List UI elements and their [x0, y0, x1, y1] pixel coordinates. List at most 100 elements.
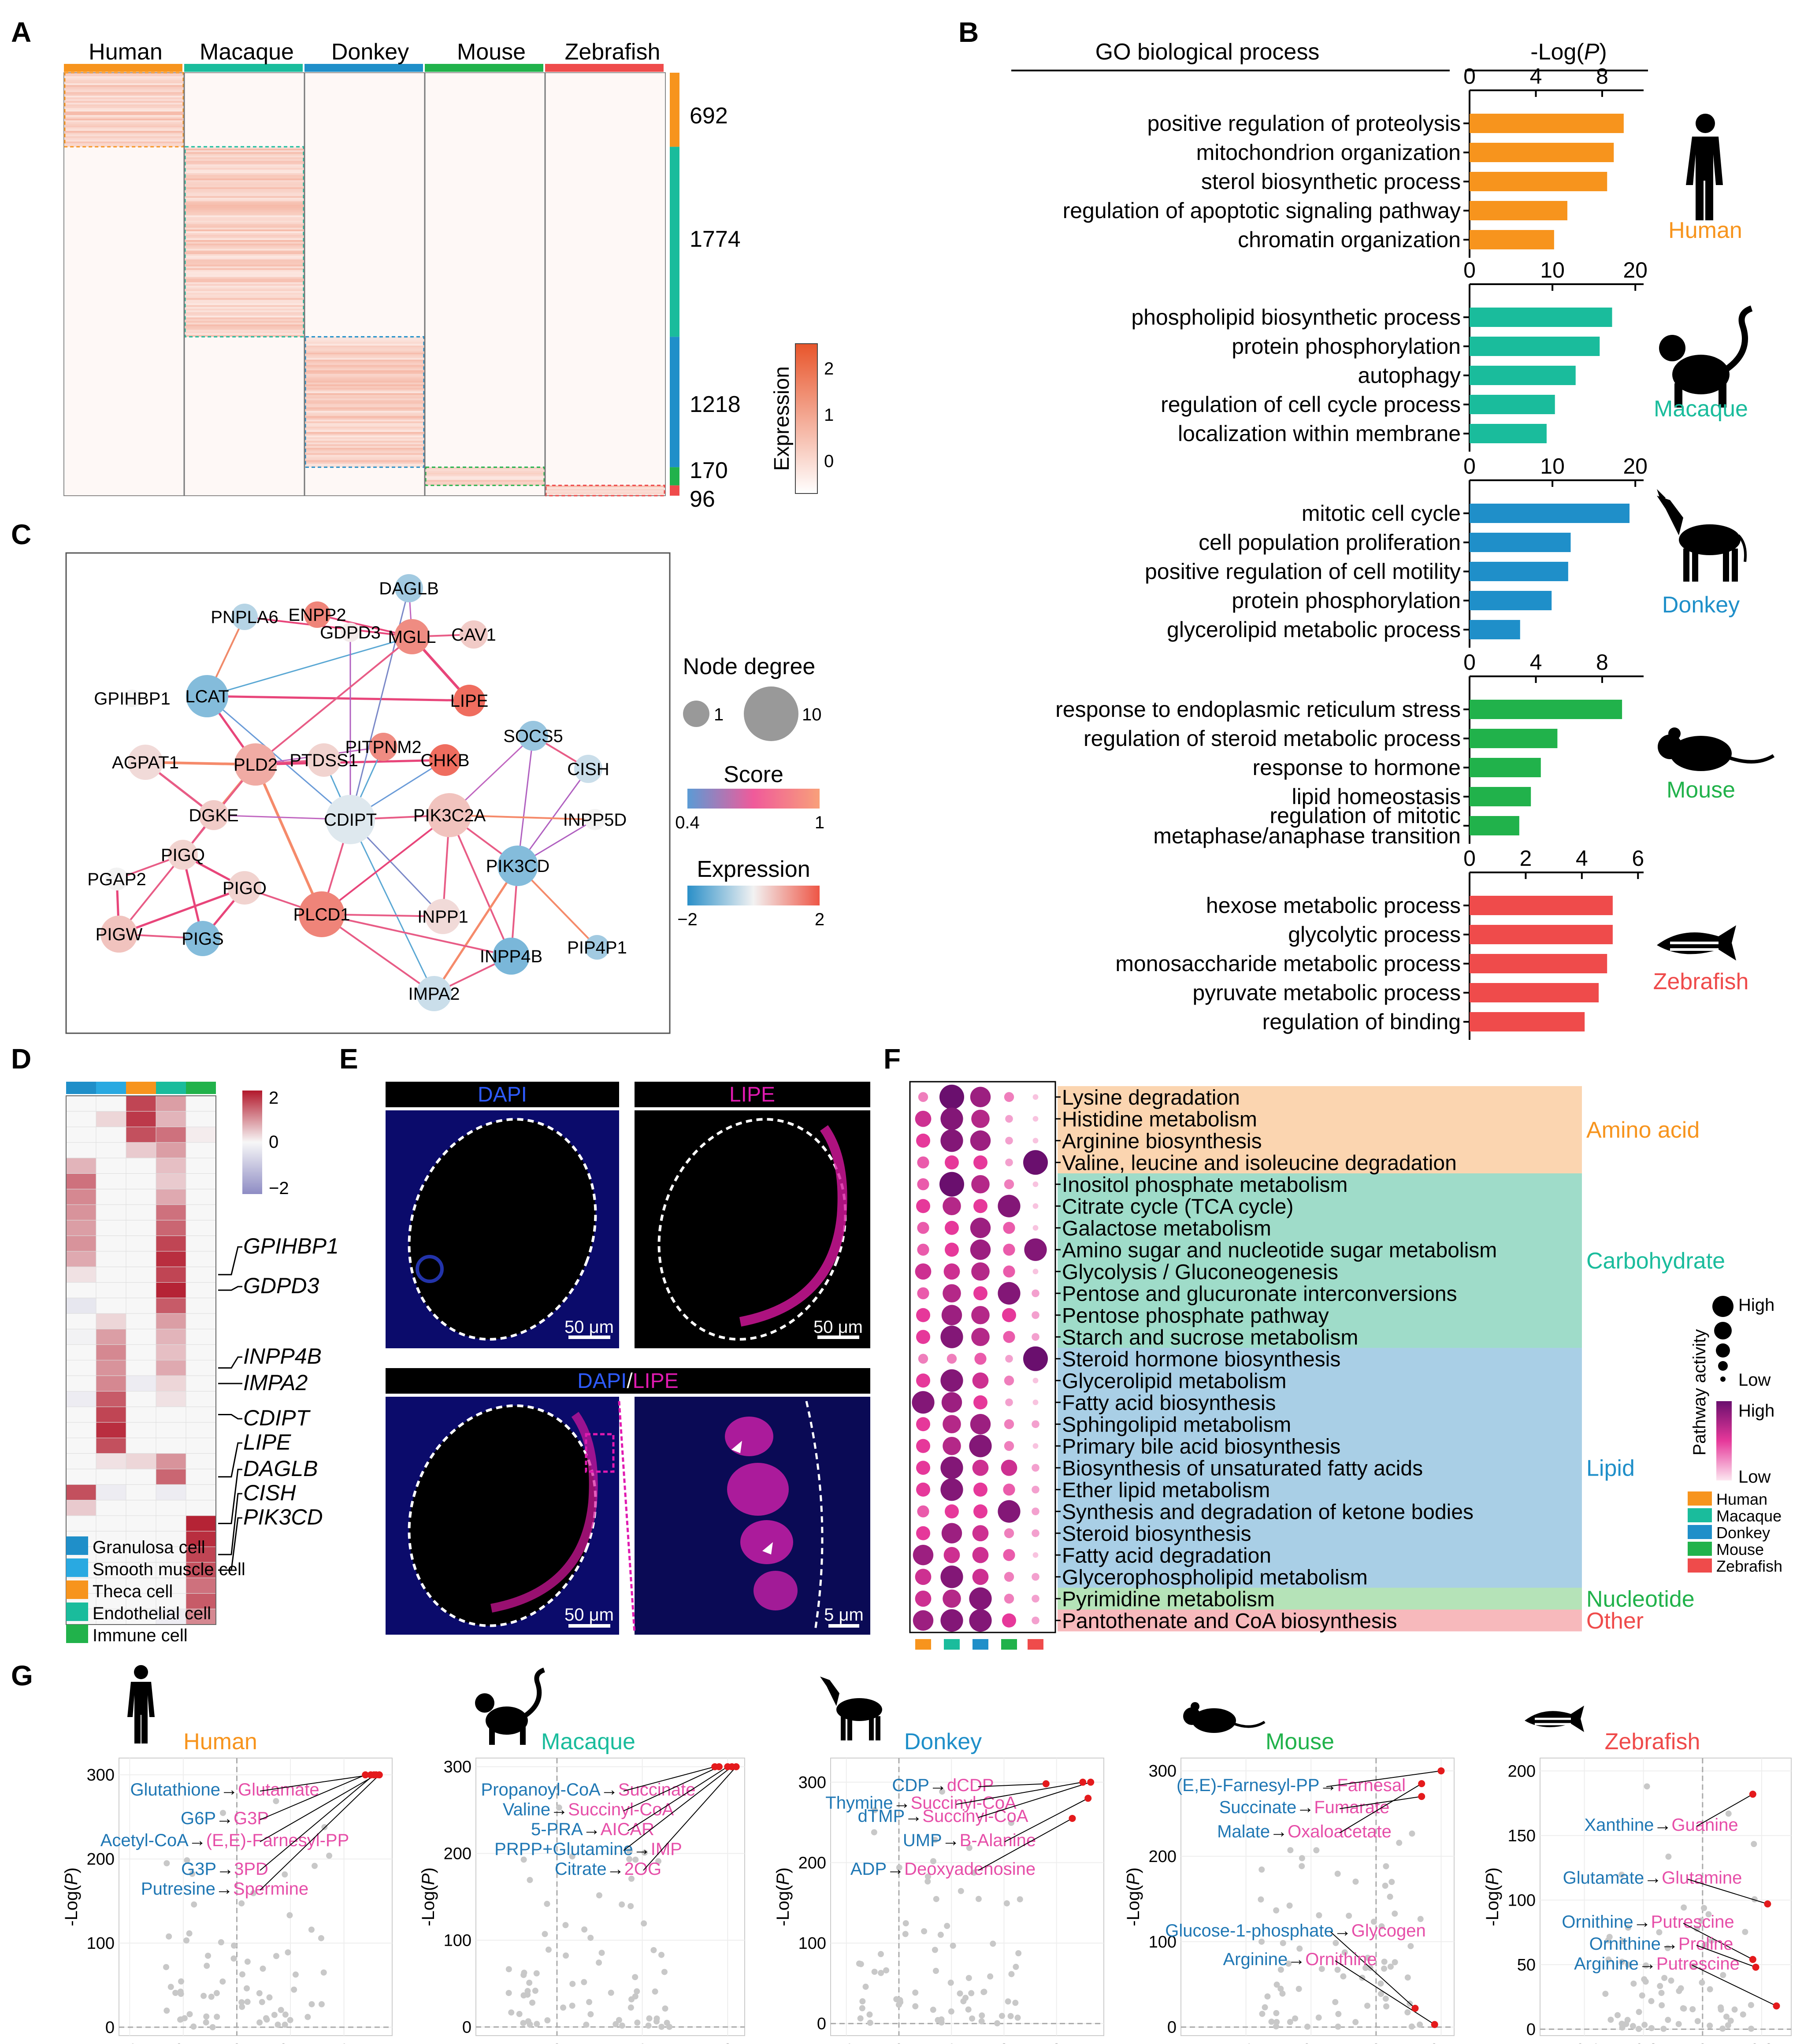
- gene-label: CISH: [243, 1480, 296, 1505]
- go-term-label: glycerolipid metabolic process: [1167, 617, 1461, 642]
- heatmap-cell: [65, 74, 183, 77]
- heatmap-cell: [185, 152, 304, 154]
- tick-label: 0: [1463, 846, 1476, 871]
- network-node: [453, 685, 485, 716]
- data-point: [987, 1973, 994, 1980]
- data-point: [978, 2018, 985, 2025]
- category-band: [1058, 1173, 1582, 1348]
- merge-title: DAPI/LIPE: [577, 1369, 678, 1393]
- network-node-label: GDPD3: [320, 623, 381, 642]
- heatmap-cell: [185, 287, 304, 289]
- legend-high: High: [1738, 1401, 1774, 1421]
- heatmap-cell: [66, 1360, 97, 1376]
- data-point: [583, 2022, 590, 2028]
- dapi-title-bar: [386, 1082, 619, 1107]
- heatmap-cell: [305, 361, 424, 364]
- network-node-label: PIK3C2A: [413, 806, 486, 825]
- heatmap-cell: [305, 448, 424, 450]
- cell-type-bar: [66, 1082, 96, 1094]
- network-edge: [321, 814, 450, 915]
- activity-dot: [1032, 1529, 1039, 1537]
- data-point: [628, 1996, 635, 2003]
- data-point: [304, 2014, 311, 2020]
- activity-dot: [941, 1305, 962, 1325]
- plot-frame: [119, 1758, 393, 2036]
- highlight-point: [1437, 1767, 1445, 1775]
- data-point: [1381, 1959, 1388, 1965]
- highlight-point: [1749, 1956, 1756, 1963]
- species-title: Zebrafish: [1605, 1729, 1700, 1755]
- macaque-silhouette-icon: [1659, 305, 1753, 408]
- heatmap-cell: [185, 282, 304, 284]
- data-point: [1417, 2022, 1423, 2028]
- pathway-label: Ether lipid metabolism: [1062, 1479, 1270, 1502]
- data-point: [1335, 2011, 1342, 2017]
- species-label-donkey: Donkey: [331, 39, 409, 65]
- annotation-label: Malate→Oxaloacetate: [1217, 1822, 1392, 1841]
- heatmap-cell: [156, 1484, 186, 1501]
- heatmap-cell: [186, 1173, 216, 1190]
- heatmap-cell: [185, 331, 304, 334]
- data-point: [1362, 1965, 1369, 1971]
- data-point: [912, 2003, 919, 2010]
- heatmap-cell: [126, 1220, 156, 1236]
- activity-dot: [1032, 1443, 1039, 1449]
- data-point: [947, 1979, 954, 1986]
- mouse-silhouette-icon: [1183, 1702, 1266, 1733]
- heatmap-cell: [185, 177, 304, 179]
- heatmap-cell: [185, 263, 304, 265]
- network-node: [304, 601, 330, 628]
- panel-b-silhouettes: Human Macaque Donkey Mouse Zebra: [1653, 114, 1775, 994]
- data-point: [662, 2005, 668, 2012]
- tick-label: -1: [839, 2041, 854, 2044]
- data-point: [596, 1959, 602, 1966]
- tick-label: 2: [999, 2041, 1009, 2044]
- activity-dot: [916, 1482, 930, 1497]
- data-point: [1725, 1810, 1732, 1817]
- bar: [1470, 230, 1554, 249]
- heatmap-cell: [186, 1220, 216, 1236]
- activity-dot: [917, 1505, 929, 1517]
- tick-label: 20: [1623, 258, 1648, 282]
- gene-count-macaque: 1774: [690, 226, 741, 252]
- pathway-label: Pyrimidine metabolism: [1062, 1588, 1275, 1611]
- heatmap-cell: [305, 344, 424, 346]
- heatmap-cell: [305, 354, 424, 356]
- data-point: [1694, 1925, 1700, 1932]
- heatmap-cell: [185, 227, 304, 230]
- activity-dot: [970, 1087, 991, 1107]
- score-tick: 0.4: [675, 813, 700, 832]
- pathway-label: Pentose and glucuronate interconversions: [1062, 1282, 1457, 1306]
- activity-dot: [916, 1308, 930, 1322]
- data-point: [1273, 2019, 1280, 2025]
- highlight-point: [1773, 2002, 1780, 2010]
- tick-label: -1: [1239, 2041, 1254, 2044]
- scale-bar-label: 50 μm: [564, 1605, 614, 1625]
- data-point: [172, 1990, 179, 1996]
- heatmap-cell: [185, 324, 304, 326]
- tick-label: 0: [1371, 2041, 1381, 2044]
- heatmap-cell: [96, 1406, 126, 1423]
- panel-label-e: E: [339, 1043, 358, 1075]
- heatmap-cell: [305, 411, 424, 413]
- bar: [1470, 983, 1599, 1002]
- heatmap-cell: [305, 462, 424, 464]
- bar: [1470, 424, 1547, 443]
- tick-label: 200: [798, 1854, 826, 1872]
- score-title: Score: [724, 762, 783, 787]
- tick-label: 300: [87, 1766, 115, 1784]
- data-point: [533, 1970, 540, 1977]
- data-point: [1748, 2025, 1755, 2032]
- data-point: [957, 1990, 963, 1997]
- data-point: [994, 2020, 1001, 2027]
- activity-dot: [945, 1155, 959, 1170]
- data-point: [581, 1926, 588, 1933]
- heatmap-cell: [185, 213, 304, 215]
- heatmap-cell: [186, 1235, 216, 1252]
- heatmap-cell: [305, 397, 424, 399]
- heatmap-cell: [186, 1577, 216, 1594]
- network-edge: [119, 887, 245, 935]
- heatmap-cell: [185, 271, 304, 274]
- scale-bar-label: 50 μm: [813, 1317, 863, 1337]
- data-point: [658, 2023, 665, 2030]
